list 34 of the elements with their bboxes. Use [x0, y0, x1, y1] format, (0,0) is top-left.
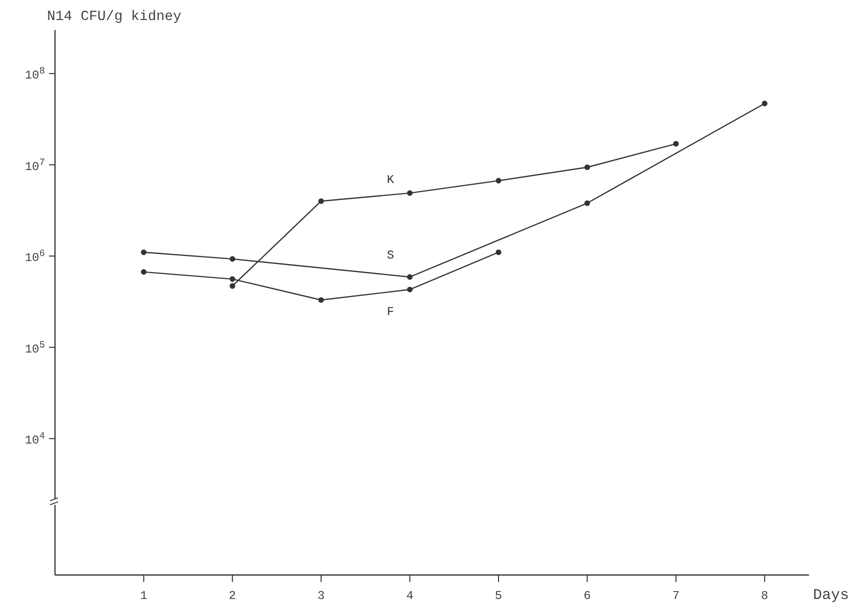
- y-tick-label: 10$^{7}$: [24, 156, 45, 174]
- x-tick-label: 5: [494, 589, 502, 603]
- point: [407, 274, 413, 280]
- point: [140, 249, 147, 256]
- point: [407, 190, 413, 196]
- point: [318, 198, 324, 204]
- x-tick-label: 7: [672, 589, 680, 603]
- x-tick-label: 8: [761, 589, 768, 603]
- series-label: S: [386, 248, 394, 262]
- x-tick-label: 4: [406, 589, 414, 603]
- x-axis-title: Days: [813, 587, 850, 604]
- x-tick-label: 2: [228, 589, 236, 603]
- point: [584, 164, 590, 170]
- y-tick-label: 10$^{4}$: [24, 430, 46, 448]
- point: [762, 100, 768, 106]
- x-tick-label: 3: [318, 589, 325, 603]
- point: [230, 276, 236, 282]
- point: [140, 269, 147, 275]
- y-tick-label: 10$^{6}$: [24, 248, 46, 266]
- series-label: K: [386, 173, 395, 188]
- y-tick-label: 10$^{5}$: [24, 338, 46, 356]
- series-label: F: [386, 304, 394, 319]
- point: [230, 283, 236, 289]
- x-tick-label: 1: [140, 589, 148, 603]
- point: [230, 256, 236, 262]
- point: [496, 249, 502, 256]
- point: [584, 200, 590, 206]
- point: [496, 178, 502, 184]
- y-tick-label: 10$^{8}$: [24, 65, 46, 83]
- point: [673, 140, 679, 147]
- y-axis-title: N14 CFU/g kidney: [47, 9, 182, 25]
- point: [318, 297, 324, 303]
- x-tick-label: 6: [584, 589, 591, 603]
- point: [407, 286, 413, 292]
